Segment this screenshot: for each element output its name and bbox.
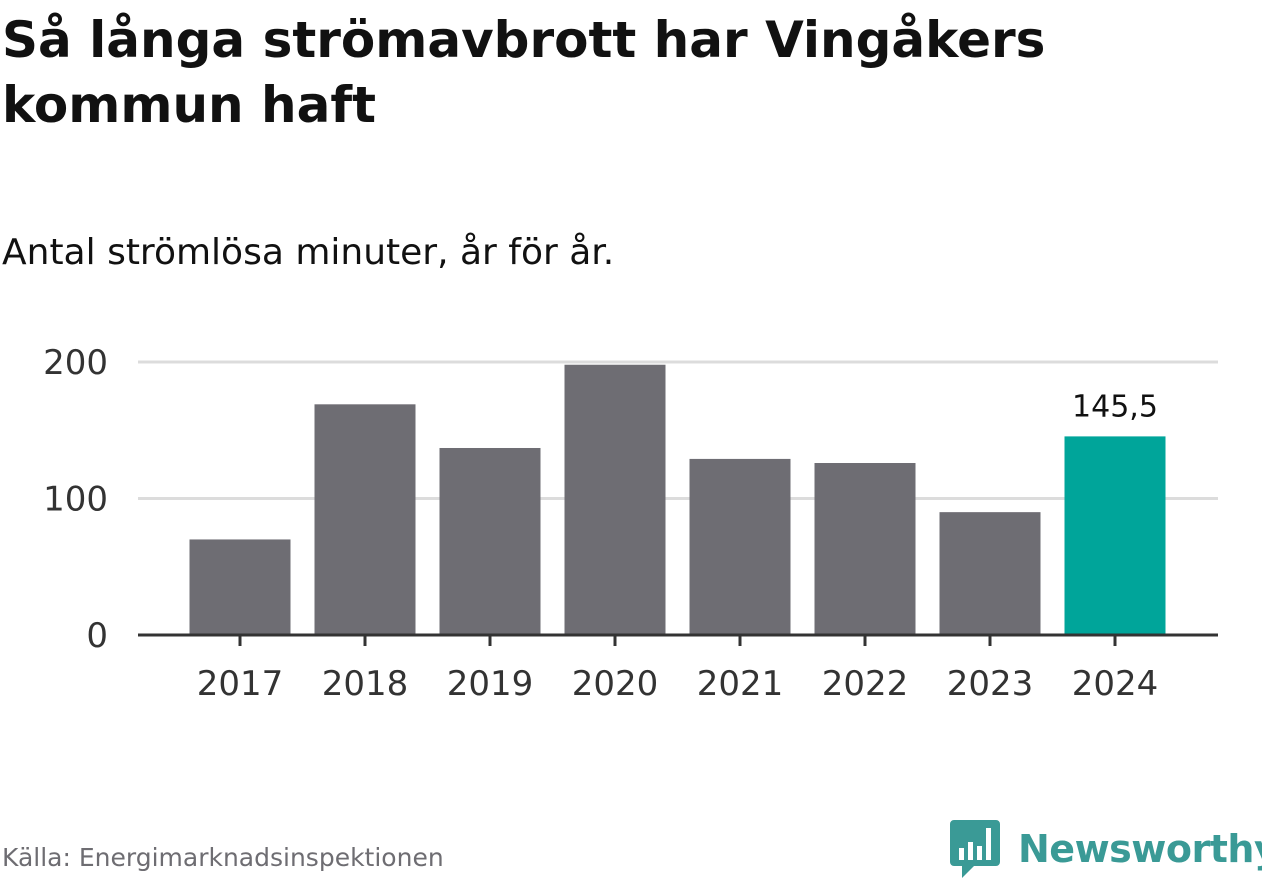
source-note: Källa: Energimarknadsinspektionen (2, 843, 444, 872)
bar-2022 (814, 463, 916, 635)
x-tick-label: 2019 (447, 664, 534, 704)
brand-logo[interactable]: Newsworthy (950, 818, 1262, 880)
data-label: 145,5 (1072, 389, 1158, 424)
x-tick-label: 2018 (322, 664, 409, 704)
x-tick-label: 2023 (947, 664, 1034, 704)
x-tick-label: 2022 (822, 664, 909, 704)
x-tick-label: 2021 (697, 664, 784, 704)
bar-2019 (439, 447, 541, 635)
bar-2021 (689, 458, 791, 635)
chart-subtitle: Antal strömlösa minuter, år för år. (2, 232, 615, 273)
bar-2024 (1064, 436, 1166, 635)
bar-2018 (314, 404, 416, 635)
newsworthy-logo-icon (950, 820, 1000, 878)
bar-2017 (189, 539, 291, 635)
y-tick-label: 200 (43, 343, 108, 383)
axes (138, 633, 1218, 646)
bars (189, 364, 1166, 635)
y-tick-label: 100 (43, 480, 108, 520)
y-tick-label: 0 (86, 616, 108, 656)
x-tick-label: 2017 (197, 664, 284, 704)
brand-name: Newsworthy (1018, 827, 1262, 871)
bar-2020 (564, 364, 666, 635)
x-tick-label: 2024 (1072, 664, 1159, 704)
x-tick-label: 2020 (572, 664, 659, 704)
bar-2023 (939, 512, 1041, 635)
grid-lines (138, 360, 1218, 500)
chart-title: Så långa strömavbrott har Vingåkers komm… (2, 11, 1046, 134)
labels: 0 100 200 2017 2018 2019 2020 2021 2022 2023 2024 1… (43, 343, 1158, 704)
